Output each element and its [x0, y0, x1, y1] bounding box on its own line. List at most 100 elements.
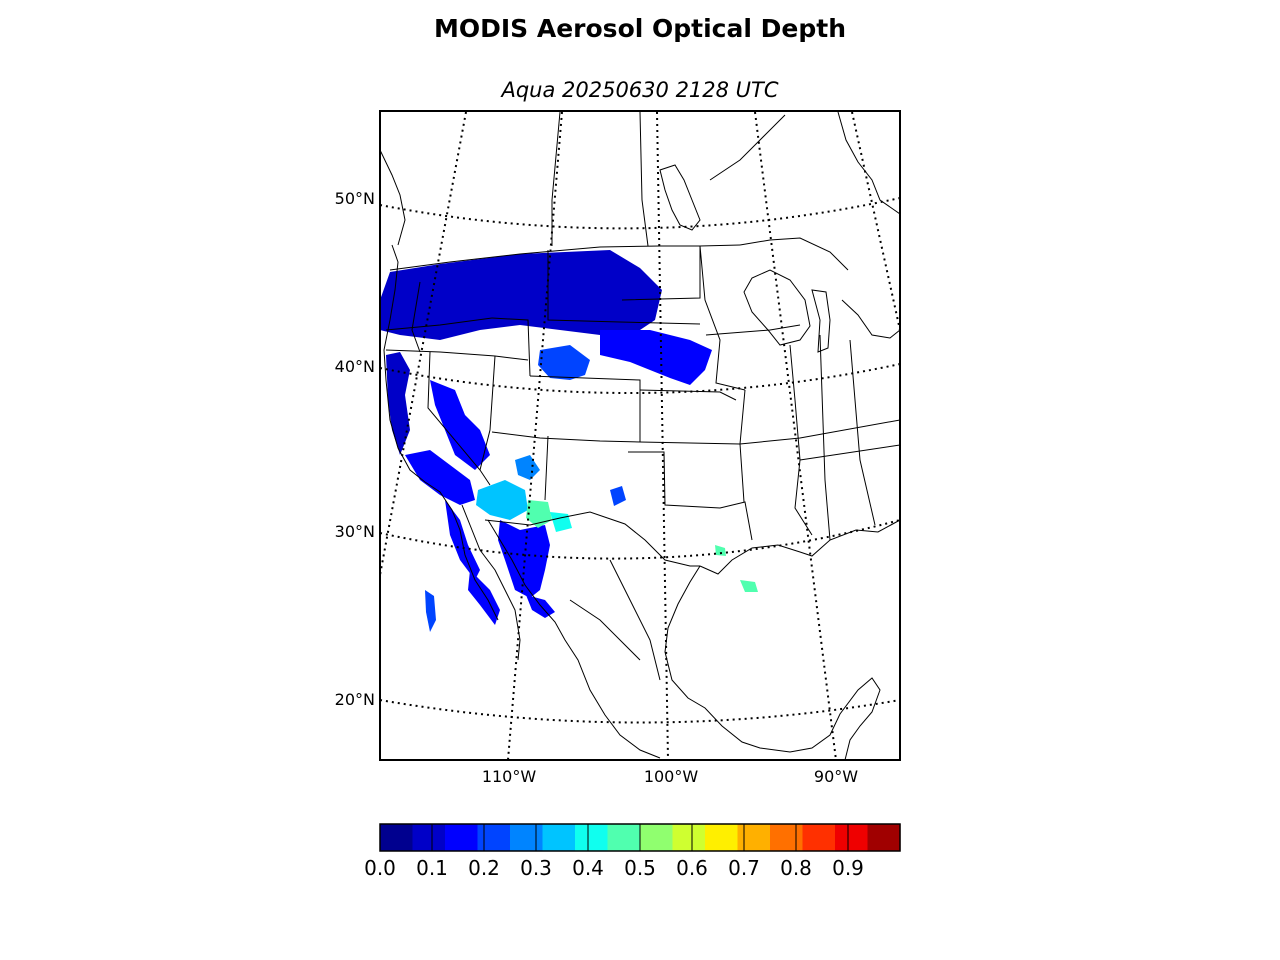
meridian-120w: [380, 111, 467, 576]
aod-region: [468, 570, 500, 625]
aod-region: [430, 380, 490, 470]
aod-region: [425, 590, 436, 632]
colorbar: 0.0 0.1 0.2 0.3 0.4 0.5 0.6 0.7 0.8 0.9: [364, 823, 901, 880]
mexico-state-borders: [609, 559, 661, 681]
lon-label-100w: 100°W: [644, 767, 699, 786]
kansas-border: [639, 389, 737, 401]
aod-region: [526, 500, 552, 528]
lake-huron-erie-shore: [841, 299, 900, 339]
colorbar-label: 0.6: [676, 856, 708, 880]
aod-region: [715, 545, 726, 556]
aod-region: [386, 352, 410, 455]
lon-label-90w: 90°W: [814, 767, 858, 786]
aod-region: [610, 486, 626, 506]
ontario-border: [709, 114, 786, 181]
colorbar-label: 0.7: [728, 856, 760, 880]
gulf-north-coast: [699, 519, 900, 575]
lat-label-40n: 40°N: [335, 357, 375, 376]
colorbar-segment: [477, 824, 511, 851]
lake-superior-shore: [739, 237, 849, 271]
mexico-state-borders-2: [569, 599, 641, 661]
oregon-idaho-border: [385, 317, 493, 331]
colorado-border: [529, 375, 641, 442]
colorbar-label: 0.4: [572, 856, 604, 880]
colorbar-segment: [640, 824, 674, 851]
colorbar-label: 0.2: [468, 856, 500, 880]
mexico-pacific-coast: [487, 519, 661, 759]
colorbar-label: 0.9: [832, 856, 864, 880]
aod-region: [380, 250, 662, 340]
colorbar-segment: [835, 824, 869, 851]
alabama-georgia-border: [849, 339, 876, 526]
colorbar-segment: [867, 824, 901, 851]
alberta-saskatchewan-border: [551, 111, 561, 246]
aod-region: [600, 330, 712, 385]
parallel-30n: [380, 519, 900, 560]
aod-region: [550, 512, 572, 532]
meridian-80w: [851, 111, 900, 331]
lake-winnipeg: [659, 164, 701, 231]
lat-label-30n: 30°N: [335, 522, 375, 541]
meridian-110w: [507, 111, 563, 760]
map-subtitle: Aqua 20250630 2128 UTC: [501, 78, 779, 102]
aod-data-layer: [380, 250, 758, 632]
colorbar-segment: [802, 824, 836, 851]
dakotas-border: [621, 246, 701, 301]
colorbar-label: 0.5: [624, 856, 656, 880]
graticule: [380, 111, 900, 760]
texas-border: [628, 451, 753, 541]
aod-region: [740, 580, 758, 592]
parallel-40n: [380, 363, 900, 395]
colorbar-labels: 0.0 0.1 0.2 0.3 0.4 0.5 0.6 0.7 0.8 0.9: [364, 856, 864, 880]
canada-coast: [380, 149, 406, 246]
map-plot-area: [380, 111, 900, 760]
colorbar-segment: [737, 824, 771, 851]
colorbar-segment: [445, 824, 479, 851]
colorbar-segments: [380, 824, 901, 851]
tennessee-border: [799, 444, 900, 461]
mississippi-alabama-border: [819, 334, 831, 541]
colorbar-label: 0.8: [780, 856, 812, 880]
political-boundaries: [385, 111, 900, 681]
meridian-100w: [656, 111, 669, 760]
nevada-utah-border: [479, 355, 496, 471]
colorbar-label: 0.0: [364, 856, 396, 880]
aod-region: [526, 595, 555, 618]
minnesota-iowa-border: [699, 245, 746, 391]
oregon-washington-border: [411, 281, 421, 353]
lon-label-110w: 110°W: [482, 767, 537, 786]
colorbar-segment: [412, 824, 446, 851]
us-mexico-border: [484, 511, 700, 567]
four-corners-line: [491, 431, 641, 443]
mississippi-river: [789, 344, 813, 536]
missouri-arkansas-border: [739, 389, 746, 503]
meridian-90w: [754, 111, 837, 760]
aod-region: [538, 345, 590, 380]
colorbar-segment: [607, 824, 641, 851]
aod-region: [515, 455, 540, 480]
saskatchewan-manitoba-border: [639, 111, 649, 247]
colorbar-segment: [575, 824, 609, 851]
colorbar-segment: [542, 824, 576, 851]
parallel-50n: [380, 197, 900, 230]
california-oregon-border: [385, 349, 529, 361]
oklahoma-border: [639, 419, 900, 445]
aod-region: [405, 450, 475, 505]
colorbar-segment: [705, 824, 739, 851]
baja-coastline: [461, 504, 521, 661]
map-title: MODIS Aerosol Optical Depth: [433, 14, 846, 43]
lat-label-20n: 20°N: [335, 690, 375, 709]
hudson-bay-shore: [837, 111, 900, 215]
colorbar-frame: [379, 823, 901, 852]
map-frame: [379, 110, 901, 761]
lat-label-50n: 50°N: [335, 189, 375, 208]
idaho-wyoming-border: [491, 317, 531, 377]
colorbar-segment: [672, 824, 706, 851]
iowa-illinois-border: [705, 324, 801, 336]
colorbar-label: 0.3: [520, 856, 552, 880]
aod-region: [476, 480, 528, 520]
lake-michigan-region: [743, 269, 811, 346]
colorbar-segment: [510, 824, 544, 851]
parallel-20n: [380, 699, 900, 724]
